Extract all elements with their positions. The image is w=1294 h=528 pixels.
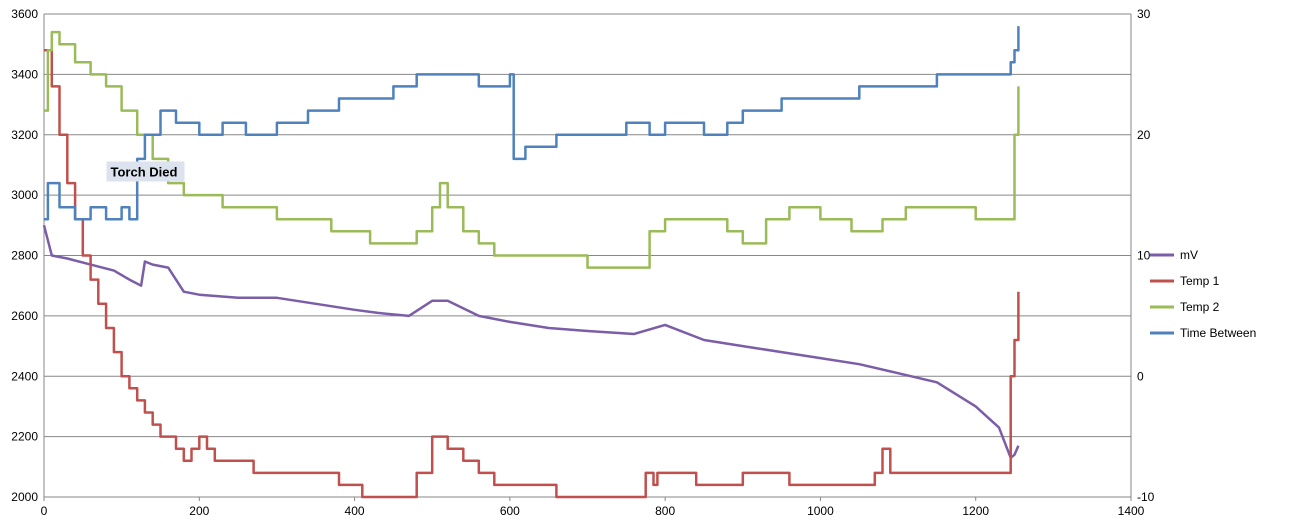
annotation-label: Torch Died [111,164,178,179]
annotation-box [106,161,185,182]
y-tick-label: 3000 [11,188,38,202]
y-tick-label: 2400 [11,369,38,383]
legend-label: Temp 1 [1180,274,1220,288]
y-tick-label: 3600 [11,7,38,21]
x-tick-label: 600 [500,504,520,518]
y-tick-label: 2000 [11,490,38,504]
series-line-mv [42,224,1020,460]
x-tick-label: 1200 [962,504,989,518]
x-tick-label: 800 [655,504,675,518]
legend: mV Temp 1 Temp 2 Time Between [1150,248,1256,340]
series-line-temp-2 [44,30,1020,269]
y2-tick-label: 10 [1137,249,1151,263]
legend-label: Time Between [1180,326,1256,340]
x-tick-label: 200 [189,504,209,518]
y-tick-label: 2600 [11,309,38,323]
y-tick-label: 2800 [11,249,38,263]
y-tick-label: 3400 [11,67,38,81]
y2-tick-label: 30 [1137,7,1151,21]
y2-tick-label: 20 [1137,128,1151,142]
y2-tick-label: -10 [1137,490,1155,504]
y2-tick-label: 0 [1137,369,1144,383]
axes: 200022002400260028003000320034003600-100… [11,7,1154,518]
legend-label: mV [1180,248,1198,262]
series-lines [42,26,1020,499]
x-tick-label: 0 [41,504,48,518]
series-line-time-between [44,26,1020,221]
annotations: Torch Died [106,161,185,182]
legend-label: Temp 2 [1180,300,1220,314]
x-tick-label: 1000 [807,504,834,518]
x-tick-label: 1400 [1118,504,1145,518]
series-line-temp-1 [44,48,1020,499]
y-tick-label: 2200 [11,430,38,444]
y-tick-label: 3200 [11,128,38,142]
x-tick-label: 400 [345,504,365,518]
